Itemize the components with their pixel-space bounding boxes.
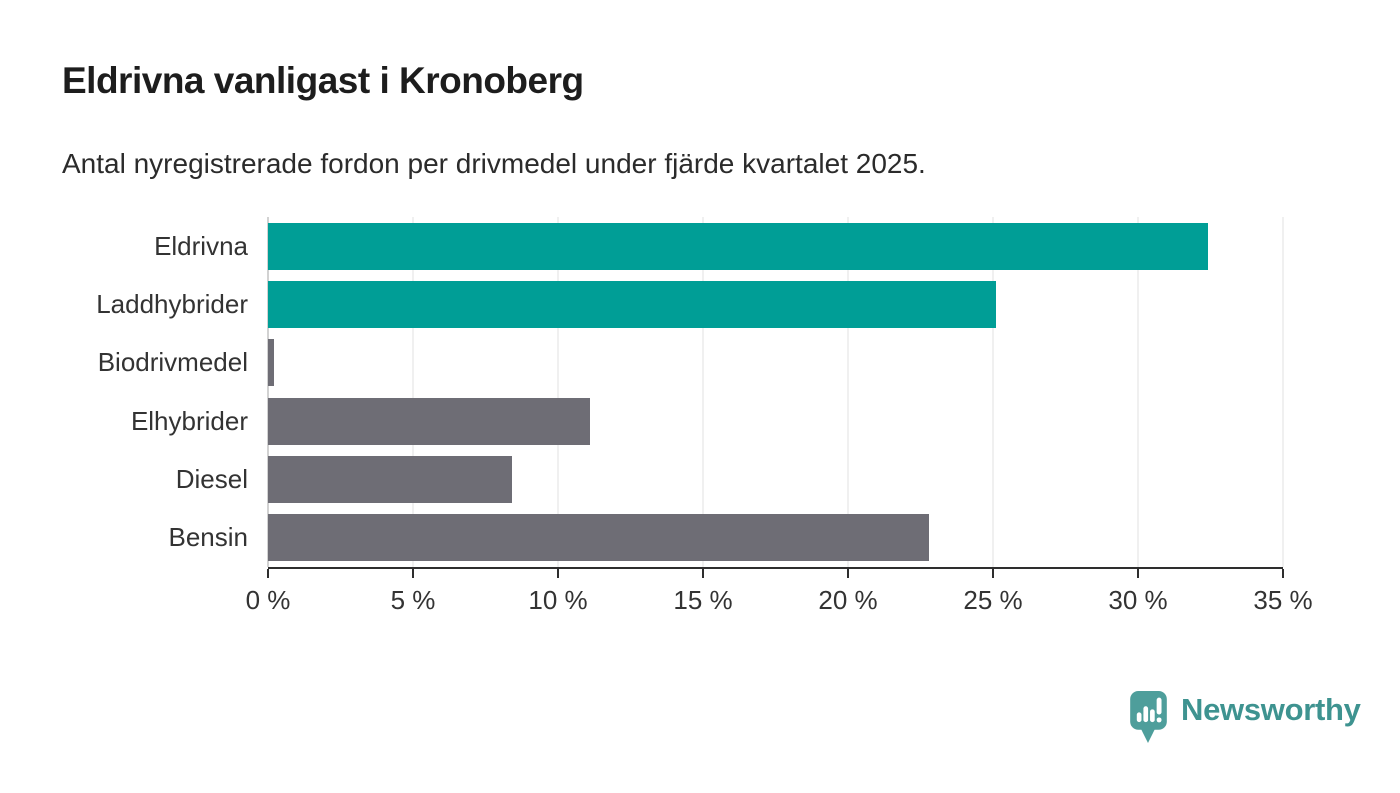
newsworthy-logo-icon [1130,691,1167,743]
gridline [412,217,414,567]
x-axis-tick-label: 25 % [963,585,1023,615]
bar-eldrivna [268,222,1208,270]
gridline [1137,217,1139,567]
x-axis-tick [847,569,849,578]
x-axis-tick-label: 0 % [245,585,291,615]
x-axis-tick [702,569,704,578]
x-axis-tick [412,569,414,578]
bar-biodrivmedel [268,339,274,387]
gridline [847,217,849,567]
x-axis-tick-label: 30 % [1108,585,1168,615]
category-label-laddhybrider: Laddhybrider [96,288,248,319]
category-label-eldrivna: Eldrivna [154,230,248,261]
x-axis-tick [557,569,559,578]
category-label-elhybrider: Elhybrider [130,405,248,436]
bar-laddhybrider [268,280,996,328]
x-axis-tick [267,569,269,578]
bar-elhybrider [268,397,590,445]
x-axis-tick-label: 5 % [390,585,436,615]
x-axis-tick-label: 15 % [673,585,733,615]
zero-gridline [267,217,269,567]
brand-name: Newsworthy [1181,692,1361,727]
page-title: Eldrivna vanligast i Kronoberg [62,60,584,101]
gridline [702,217,704,567]
gridline [557,217,559,567]
gridline [992,217,994,567]
gridline [1282,217,1284,567]
x-axis: 0 % 5 % 10 % 15 % 20 % 25 % 30 % 35 % [246,567,1313,617]
plot-area: Eldrivna Laddhybrider Biodrivmedel Elhybrid… [96,217,1284,567]
page-subtitle: Antal nyregistrerade fordon per drivmede… [62,148,926,179]
x-axis-tick-label: 35 % [1253,585,1313,615]
x-axis-tick-label: 20 % [818,585,878,615]
x-axis-tick [1282,569,1284,578]
newsworthy-logo: Newsworthy [1128,689,1361,746]
bar-diesel [268,455,512,503]
bar-bensin [268,514,930,562]
x-axis-tick [992,569,994,578]
category-label-diesel: Diesel [175,463,248,494]
category-label-biodrivmedel: Biodrivmedel [97,347,248,378]
x-axis-tick [1137,569,1139,578]
x-axis-tick-label: 10 % [528,585,588,615]
category-label-bensin: Bensin [168,522,249,553]
